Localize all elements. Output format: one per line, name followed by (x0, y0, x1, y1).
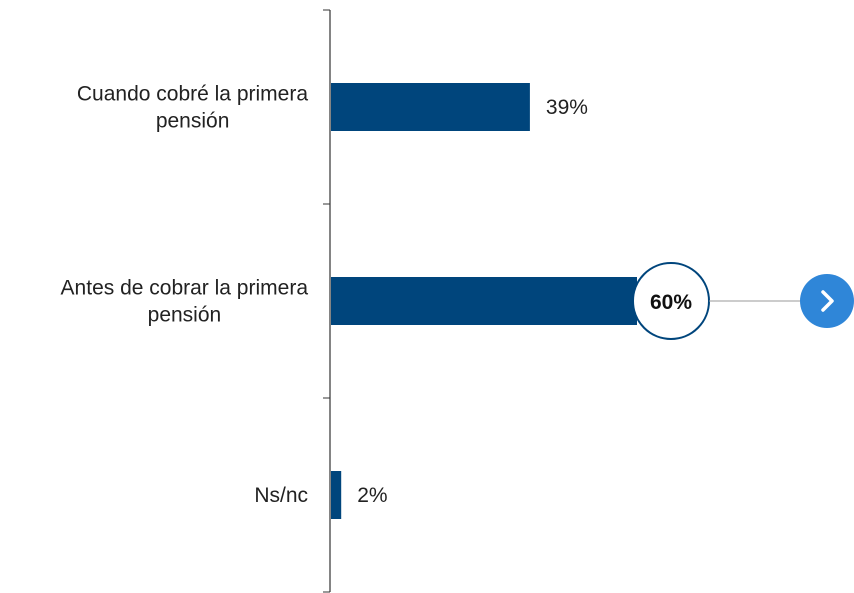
bars-group (331, 83, 637, 519)
category-label: Antes de cobrar la primera (61, 277, 309, 300)
value-label: 39% (546, 96, 588, 119)
next-button-circle[interactable] (800, 274, 854, 328)
value-label: 60% (650, 291, 692, 314)
category-label: pensión (156, 110, 230, 133)
category-label: Cuando cobré la primera (77, 83, 308, 106)
category-labels: Cuando cobré la primera pensión Antes de c… (61, 83, 309, 508)
category-label: Ns/nc (254, 484, 308, 507)
bar (331, 471, 342, 519)
highlight-callout: 60% (632, 262, 854, 340)
bar (331, 277, 637, 325)
bar (331, 83, 530, 131)
chevron-right-icon[interactable] (821, 290, 834, 312)
y-axis-ticks (323, 9, 330, 593)
value-label: 2% (357, 484, 387, 507)
category-label: pensión (148, 304, 222, 327)
value-labels: 39% 2% (357, 96, 588, 507)
next-button[interactable] (800, 274, 854, 328)
